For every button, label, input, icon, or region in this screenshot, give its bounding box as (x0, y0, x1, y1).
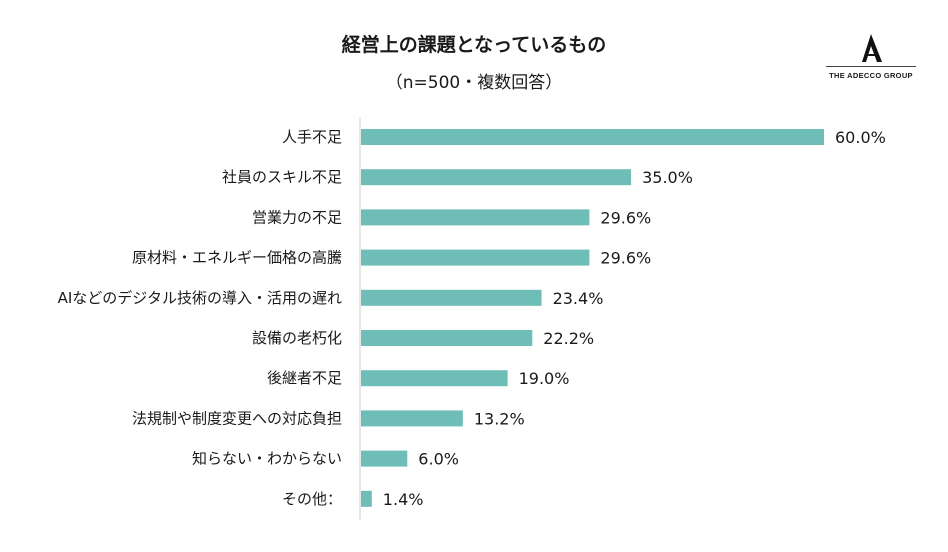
data-label: 35.0% (642, 168, 693, 187)
logo-divider (826, 66, 916, 67)
bar (361, 450, 408, 467)
category-label: 知らない・わからない (192, 450, 342, 468)
chart-title: 経営上の課題となっているもの (341, 34, 607, 56)
category-label: その他： (282, 490, 342, 508)
adecco-a-icon (862, 34, 882, 62)
bar (361, 129, 824, 145)
data-label: 19.0% (519, 369, 570, 388)
logo-text: THE ADECCO GROUP (829, 71, 913, 80)
bar (361, 410, 463, 427)
data-label: 13.2% (474, 409, 525, 428)
data-label: 29.6% (600, 208, 651, 227)
data-label: 23.4% (553, 289, 604, 308)
category-label: 後継者不足 (267, 369, 342, 387)
data-label: 1.4% (383, 490, 424, 509)
data-label: 60.0% (835, 128, 886, 147)
category-label: 法規制や制度変更への対応負担 (132, 409, 342, 427)
bar (361, 209, 590, 226)
category-label: 営業力の不足 (252, 208, 342, 226)
category-label: AIなどのデジタル技術の導入・活用の遅れ (58, 289, 342, 307)
category-label: 人手不足 (282, 128, 342, 146)
bar (361, 249, 590, 266)
bar (361, 490, 372, 507)
chart-subtitle: （n=500・複数回答） (385, 73, 563, 93)
bar (361, 169, 632, 186)
adecco-logo: THE ADECCO GROUP (822, 32, 920, 84)
category-label: 原材料・エネルギー価格の高騰 (132, 249, 342, 267)
data-label: 22.2% (543, 329, 594, 348)
bar (361, 370, 508, 387)
category-label: 社員のスキル不足 (222, 168, 342, 186)
data-label: 29.6% (600, 249, 651, 268)
data-label: 6.0% (418, 450, 459, 469)
bar (361, 330, 533, 346)
bar (361, 289, 542, 306)
category-label: 設備の老朽化 (252, 329, 342, 347)
